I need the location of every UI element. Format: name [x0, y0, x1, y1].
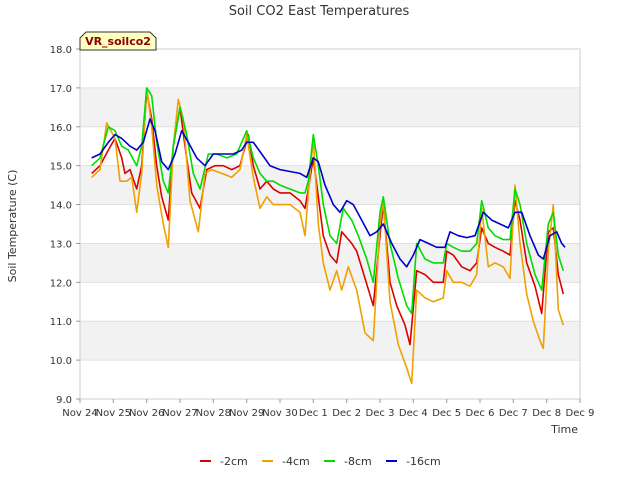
x-tick-label: Dec 9 — [566, 408, 595, 419]
y-axis-ticks: 9.0 10.0 11.0 12.0 13.0 14.0 15.0 16.0 17.0 18.0 — [50, 45, 80, 406]
x-tick-label: Dec 3 — [366, 408, 395, 419]
y-tick-label: 12.0 — [50, 278, 72, 289]
y-tick-label: 15.0 — [50, 162, 72, 173]
y-axis-label: Soil Temperature (C) — [6, 170, 19, 283]
x-tick-label: Nov 30 — [262, 408, 297, 419]
station-label-box: VR_soilco2 — [79, 31, 157, 51]
y-tick-label: 16.0 — [50, 123, 72, 134]
plot-band — [80, 360, 580, 399]
y-tick-label: 14.0 — [50, 201, 72, 212]
x-tick-label: Dec 6 — [466, 408, 495, 419]
y-tick-label: 18.0 — [50, 45, 72, 56]
legend-label: -8cm — [344, 455, 372, 468]
plot-band — [80, 87, 580, 127]
legend-label: -4cm — [282, 455, 310, 468]
plot-band — [80, 126, 580, 166]
chart-title: Soil CO2 East Temperatures — [229, 4, 410, 19]
y-tick-label: 10.0 — [50, 356, 72, 367]
x-tick-label: Nov 25 — [96, 408, 131, 419]
x-tick-label: Nov 26 — [129, 408, 164, 419]
legend-label: -2cm — [220, 455, 248, 468]
x-tick-label: Dec 8 — [532, 408, 561, 419]
series-line-8cmcm — [91, 87, 565, 315]
x-tick-label: Nov 29 — [229, 408, 264, 419]
series-layer — [91, 87, 566, 385]
y-tick-label: 9.0 — [56, 395, 72, 406]
plot-band — [80, 321, 580, 361]
legend: -2cm -4cm -8cm -16cm — [200, 455, 441, 468]
plot-band — [80, 204, 580, 244]
y-tick-label: 17.0 — [50, 84, 72, 95]
y-tick-label: 11.0 — [50, 317, 72, 328]
y-tick-label: 13.0 — [50, 239, 72, 250]
x-axis-label: Time — [550, 423, 578, 436]
x-tick-label: Dec 1 — [299, 408, 328, 419]
plot-frame — [79, 48, 581, 400]
legend-label: -16cm — [406, 455, 441, 468]
series-line-4cmcm — [91, 87, 565, 385]
series-line-16cmcm — [91, 118, 566, 268]
x-tick-label: Nov 24 — [62, 408, 97, 419]
x-tick-label: Dec 7 — [499, 408, 528, 419]
x-tick-label: Dec 2 — [332, 408, 361, 419]
x-tick-label: Nov 28 — [196, 408, 231, 419]
plot-band — [80, 49, 580, 88]
station-label: VR_soilco2 — [85, 35, 151, 48]
series-line-2cmcm — [91, 91, 565, 346]
x-tick-label: Dec 5 — [432, 408, 461, 419]
plot-band — [80, 243, 580, 283]
x-tick-label: Dec 4 — [399, 408, 428, 419]
x-tick-label: Nov 27 — [162, 408, 197, 419]
plot-background-bands — [80, 49, 580, 400]
